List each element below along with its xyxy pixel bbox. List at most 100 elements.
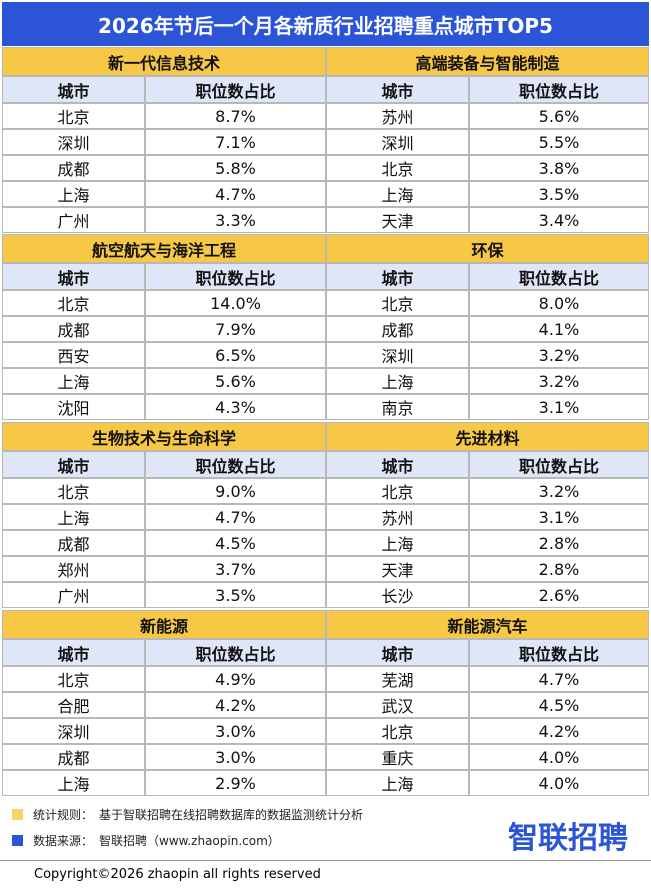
share-cell: 4.2% bbox=[469, 718, 649, 744]
city-cell: 深圳 bbox=[2, 718, 145, 744]
share-cell: 5.5% bbox=[469, 129, 649, 155]
share-cell: 2.8% bbox=[469, 556, 649, 582]
city-cell: 深圳 bbox=[2, 129, 145, 155]
city-cell: 北京 bbox=[2, 666, 145, 692]
section-header: 高端装备与智能制造 bbox=[326, 47, 649, 76]
share-cell: 5.6% bbox=[469, 103, 649, 129]
share-cell: 8.7% bbox=[145, 103, 326, 129]
share-cell: 4.1% bbox=[469, 316, 649, 342]
city-cell: 西安 bbox=[2, 342, 145, 368]
section-header: 新能源汽车 bbox=[326, 610, 649, 639]
share-cell: 3.1% bbox=[469, 504, 649, 530]
column-header: 职位数占比 bbox=[469, 451, 649, 478]
share-cell: 4.9% bbox=[145, 666, 326, 692]
city-cell: 上海 bbox=[2, 368, 145, 394]
share-cell: 2.6% bbox=[469, 582, 649, 608]
city-cell: 成都 bbox=[2, 744, 145, 770]
city-cell: 沈阳 bbox=[2, 394, 145, 420]
city-cell: 广州 bbox=[2, 207, 145, 233]
section-header: 新能源 bbox=[2, 610, 326, 639]
share-cell: 9.0% bbox=[145, 478, 326, 504]
column-header: 城市 bbox=[2, 263, 145, 290]
share-cell: 5.8% bbox=[145, 155, 326, 181]
share-cell: 3.2% bbox=[469, 368, 649, 394]
city-cell: 成都 bbox=[2, 316, 145, 342]
title: 2026年节后一个月各新质行业招聘重点城市TOP5 bbox=[2, 2, 649, 46]
share-cell: 4.5% bbox=[145, 530, 326, 556]
share-cell: 3.0% bbox=[145, 718, 326, 744]
column-header: 城市 bbox=[326, 263, 469, 290]
city-cell: 上海 bbox=[326, 181, 469, 207]
city-cell: 天津 bbox=[326, 556, 469, 582]
city-cell: 芜湖 bbox=[326, 666, 469, 692]
share-cell: 3.2% bbox=[469, 478, 649, 504]
city-cell: 广州 bbox=[2, 582, 145, 608]
share-cell: 3.2% bbox=[469, 342, 649, 368]
column-header: 职位数占比 bbox=[145, 76, 326, 103]
note: 数据来源： 智联招聘（www.zhaopin.com） bbox=[12, 832, 280, 849]
note-text: 智联招聘（www.zhaopin.com） bbox=[99, 834, 280, 848]
section-header: 航空航天与海洋工程 bbox=[2, 234, 326, 263]
share-cell: 4.2% bbox=[145, 692, 326, 718]
city-cell: 北京 bbox=[2, 478, 145, 504]
share-cell: 4.7% bbox=[145, 504, 326, 530]
share-cell: 3.5% bbox=[469, 181, 649, 207]
share-cell: 6.5% bbox=[145, 342, 326, 368]
city-cell: 长沙 bbox=[326, 582, 469, 608]
column-header: 城市 bbox=[326, 639, 469, 666]
city-cell: 重庆 bbox=[326, 744, 469, 770]
city-cell: 郑州 bbox=[2, 556, 145, 582]
share-cell: 3.4% bbox=[469, 207, 649, 233]
share-cell: 4.3% bbox=[145, 394, 326, 420]
share-cell: 3.7% bbox=[145, 556, 326, 582]
share-cell: 3.3% bbox=[145, 207, 326, 233]
section-header: 环保 bbox=[326, 234, 649, 263]
column-header: 城市 bbox=[326, 76, 469, 103]
city-cell: 北京 bbox=[2, 103, 145, 129]
city-cell: 深圳 bbox=[326, 129, 469, 155]
note-text: 基于智联招聘在线招聘数据库的数据监测统计分析 bbox=[99, 808, 364, 822]
share-cell: 2.8% bbox=[469, 530, 649, 556]
share-cell: 14.0% bbox=[145, 290, 326, 316]
column-header: 城市 bbox=[2, 76, 145, 103]
bullet bbox=[12, 835, 23, 846]
city-cell: 成都 bbox=[2, 530, 145, 556]
note-label: 统计规则： bbox=[33, 808, 94, 822]
city-cell: 北京 bbox=[326, 718, 469, 744]
city-cell: 苏州 bbox=[326, 103, 469, 129]
section-header: 生物技术与生命科学 bbox=[2, 422, 326, 451]
city-cell: 南京 bbox=[326, 394, 469, 420]
share-cell: 7.9% bbox=[145, 316, 326, 342]
column-header: 城市 bbox=[2, 639, 145, 666]
bullet bbox=[12, 809, 23, 820]
city-cell: 上海 bbox=[2, 181, 145, 207]
city-cell: 北京 bbox=[326, 155, 469, 181]
city-cell: 深圳 bbox=[326, 342, 469, 368]
copyright: Copyright©2026 zhaopin all rights reserv… bbox=[0, 860, 651, 888]
share-cell: 3.0% bbox=[145, 744, 326, 770]
share-cell: 5.6% bbox=[145, 368, 326, 394]
city-cell: 上海 bbox=[2, 504, 145, 530]
column-header: 职位数占比 bbox=[145, 451, 326, 478]
column-header: 职位数占比 bbox=[145, 639, 326, 666]
column-header: 职位数占比 bbox=[469, 76, 649, 103]
city-cell: 苏州 bbox=[326, 504, 469, 530]
city-cell: 上海 bbox=[326, 530, 469, 556]
share-cell: 8.0% bbox=[469, 290, 649, 316]
city-cell: 合肥 bbox=[2, 692, 145, 718]
city-cell: 天津 bbox=[326, 207, 469, 233]
share-cell: 3.5% bbox=[145, 582, 326, 608]
column-header: 职位数占比 bbox=[469, 263, 649, 290]
logo: 智联招聘 bbox=[508, 821, 628, 856]
column-header: 城市 bbox=[2, 451, 145, 478]
share-cell: 7.1% bbox=[145, 129, 326, 155]
share-cell: 4.0% bbox=[469, 770, 649, 796]
section-header: 新一代信息技术 bbox=[2, 47, 326, 76]
section-header: 先进材料 bbox=[326, 422, 649, 451]
city-cell: 北京 bbox=[2, 290, 145, 316]
share-cell: 4.0% bbox=[469, 744, 649, 770]
city-cell: 成都 bbox=[2, 155, 145, 181]
city-cell: 武汉 bbox=[326, 692, 469, 718]
city-cell: 上海 bbox=[2, 770, 145, 796]
